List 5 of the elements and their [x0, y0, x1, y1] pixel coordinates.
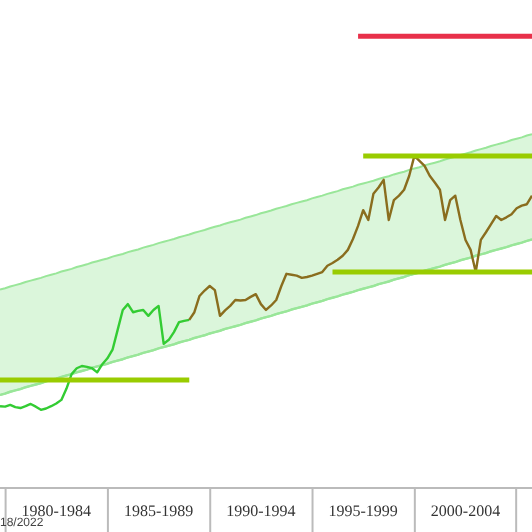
- x-tick-label: 1980-1984: [21, 502, 91, 520]
- x-tick-label: 2000-2004: [430, 502, 501, 520]
- x-tick-label: 1995-1999: [328, 502, 398, 520]
- x-tick-label: 1985-1989: [123, 502, 194, 520]
- x-tick-label: 1990-1994: [226, 502, 296, 520]
